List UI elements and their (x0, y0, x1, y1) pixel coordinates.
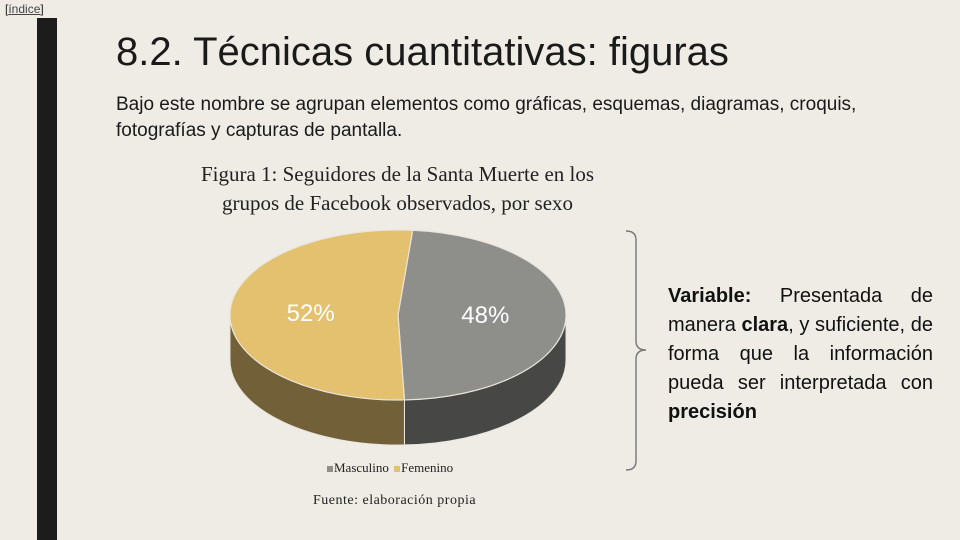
pie-slice-femenino (229, 229, 414, 401)
pie-chart: 48% 52% (229, 229, 567, 446)
figure-source: Fuente: elaboración propia (313, 493, 477, 508)
legend-swatch-masculino (327, 466, 333, 473)
left-accent-bar (37, 18, 57, 540)
legend-label-femenino: Femenino (401, 460, 454, 475)
slide-title: 8.2. Técnicas cuantitativas: figuras (116, 30, 729, 74)
clara-term: clara (741, 314, 789, 336)
variable-text-2: , y suficiente, de forma que la informac… (668, 314, 933, 394)
legend-label-masculino: Masculino (334, 460, 389, 475)
variable-note: Variable: Presentada de manera clara, y … (668, 282, 933, 427)
intro-text: Bajo este nombre se agrupan elementos co… (116, 94, 857, 141)
index-bracket-open: [ (5, 2, 9, 16)
pie-slice-masculino (397, 229, 567, 401)
precision-term: precisión (668, 401, 757, 423)
index-bracket-close: ] (40, 2, 44, 16)
index-nav: [índice] (5, 2, 44, 16)
right-bracket (625, 230, 647, 471)
variable-text-1: Presentada de manera (668, 285, 933, 336)
pie-label-masculino: 48% (461, 302, 509, 329)
chart-legend: Masculino Femenino (325, 460, 453, 476)
legend-swatch-femenino (394, 466, 401, 473)
figure-caption: Figura 1: Seguidores de la Santa Muerte … (200, 162, 595, 215)
variable-term: Variable: (668, 285, 752, 307)
pie-label-femenino: 52% (287, 300, 335, 327)
index-link[interactable]: índice (8, 2, 41, 16)
